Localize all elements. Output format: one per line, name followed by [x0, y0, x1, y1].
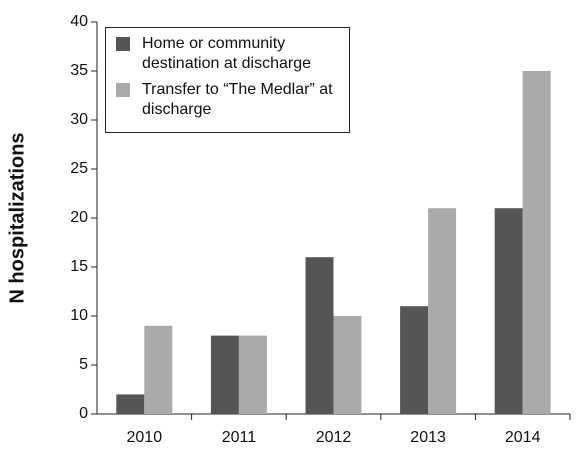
bar: [305, 257, 334, 414]
x-tick-label: 2013: [410, 429, 446, 446]
bar: [210, 335, 239, 414]
bar: [400, 306, 429, 414]
bar: [428, 208, 457, 414]
x-tick-label: 2010: [127, 429, 163, 446]
bar: [238, 335, 267, 414]
y-tick-label: 0: [79, 405, 88, 422]
y-tick-label: 40: [70, 13, 88, 30]
bar: [144, 325, 173, 414]
bar: [522, 71, 551, 414]
y-tick-label: 5: [79, 356, 88, 373]
y-axis-label: N hospitalizations: [6, 132, 28, 303]
x-tick-label: 2012: [316, 429, 352, 446]
legend-swatch: [116, 83, 130, 97]
y-tick-label: 15: [70, 258, 88, 275]
y-tick-label: 10: [70, 307, 88, 324]
legend-label: Home or community destination at dischar…: [142, 35, 311, 72]
y-tick-label: 30: [70, 111, 88, 128]
legend-label: Transfer to “The Medlar” at discharge: [142, 81, 333, 118]
bar: [494, 208, 523, 414]
legend-item: Home or community destination at dischar…: [114, 34, 341, 74]
y-tick-label: 35: [70, 62, 88, 79]
legend: Home or community destination at dischar…: [105, 27, 350, 133]
x-tick-label: 2011: [222, 429, 257, 446]
legend-item: Transfer to “The Medlar” at discharge: [114, 80, 341, 120]
x-tick-label: 2014: [505, 429, 541, 446]
bar: [333, 316, 362, 414]
y-tick-label: 20: [70, 209, 88, 226]
bar: [116, 394, 145, 414]
y-tick-label: 25: [70, 160, 88, 177]
legend-swatch: [116, 37, 130, 51]
